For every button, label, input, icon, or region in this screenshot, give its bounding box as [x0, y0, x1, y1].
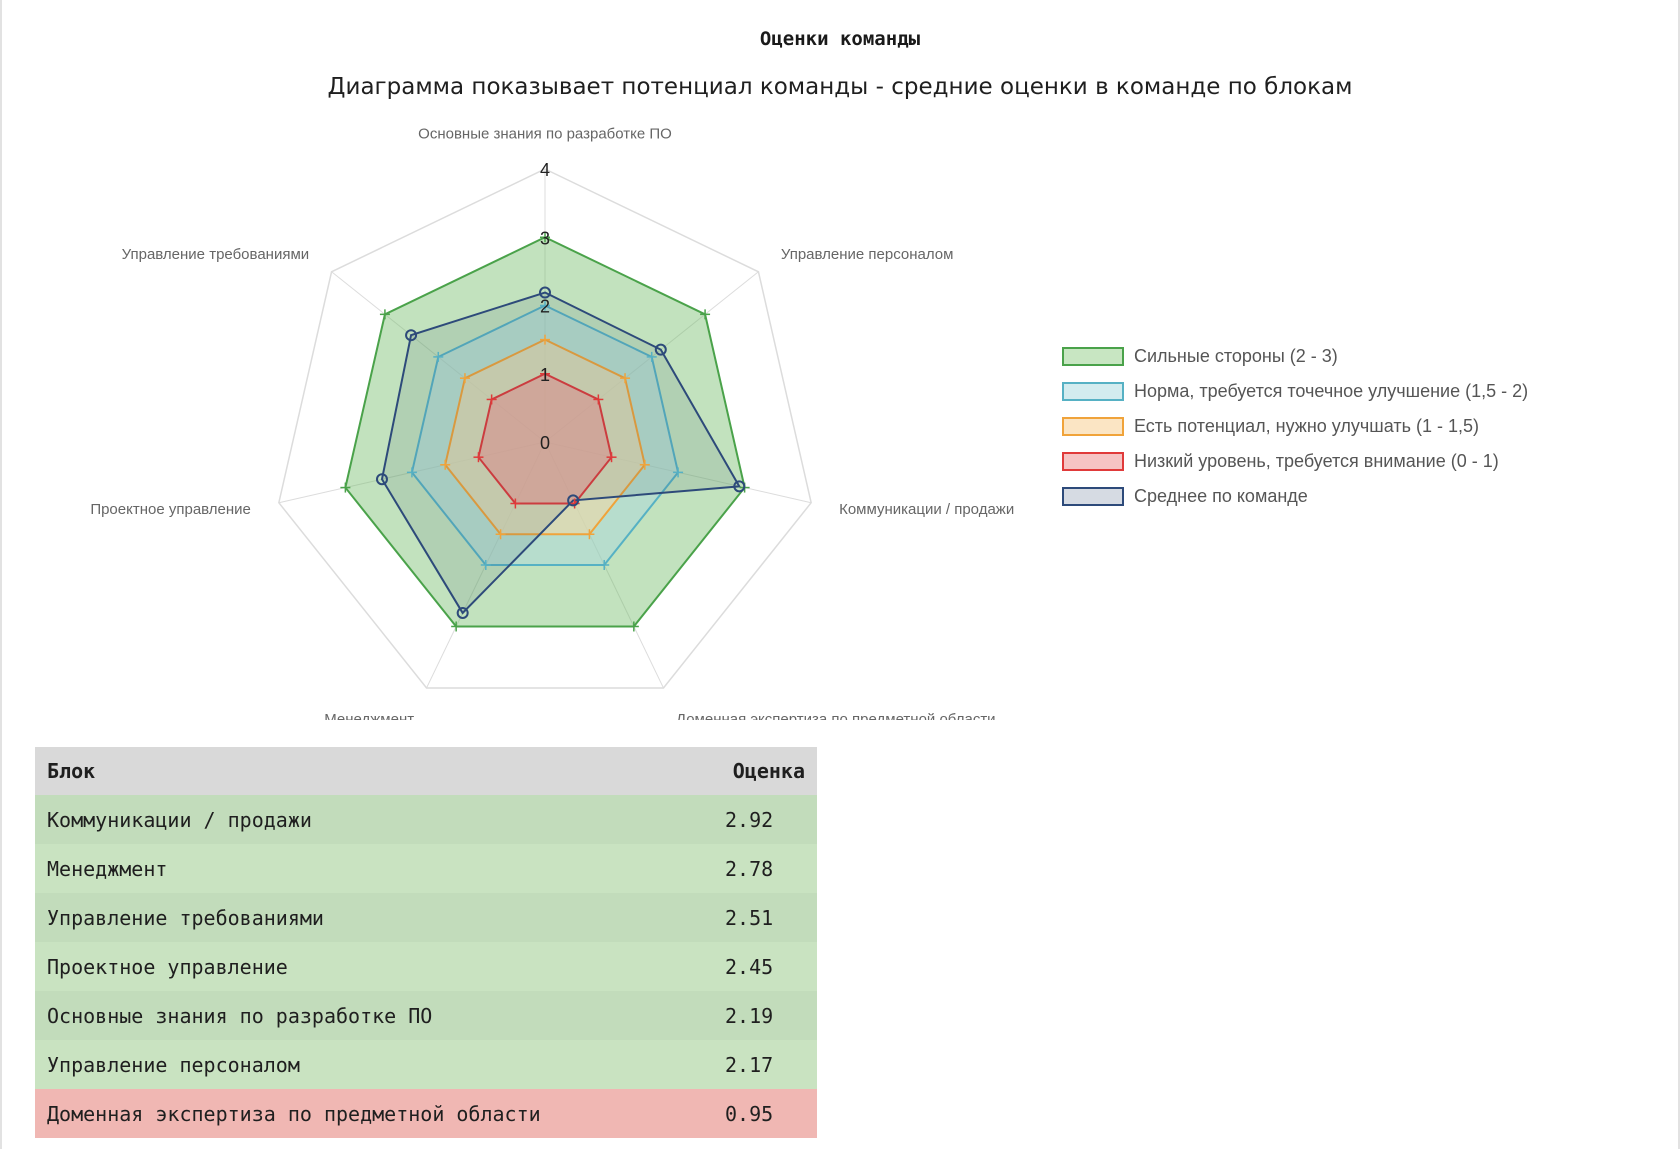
legend-item: Норма, требуется точечное улучшение (1,5… — [1062, 374, 1528, 409]
table-cell-block: Управление персоналом — [35, 1040, 713, 1089]
r-tick-label: 1 — [540, 365, 550, 385]
axis-label: Управление требованиями — [122, 246, 310, 263]
axis-label: Управление персоналом — [781, 246, 954, 263]
table-cell-block: Управление требованиями — [35, 893, 713, 942]
axis-label: Основные знания по разработке ПО — [418, 125, 672, 142]
table-cell-block: Основные знания по разработке ПО — [35, 991, 713, 1040]
table-row: Доменная экспертиза по предметной област… — [35, 1089, 817, 1138]
chart-legend: Сильные стороны (2 - 3) Норма, требуется … — [1062, 339, 1528, 514]
table-row: Менеджмент 2.78 — [35, 844, 817, 893]
legend-label: Есть потенциал, нужно улучшать (1 - 1,5) — [1134, 416, 1479, 437]
table-row: Управление требованиями 2.51 — [35, 893, 817, 942]
scores-table: Блок Оценка Коммуникации / продажи 2.92 Ме… — [35, 747, 817, 1138]
legend-swatch — [1062, 452, 1124, 471]
table-row: Управление персоналом 2.17 — [35, 1040, 817, 1089]
table-row: Основные знания по разработке ПО 2.19 — [35, 991, 817, 1040]
r-tick-label: 3 — [540, 228, 550, 248]
legend-item: Есть потенциал, нужно улучшать (1 - 1,5) — [1062, 409, 1528, 444]
table-row: Коммуникации / продажи 2.92 — [35, 795, 817, 844]
legend-swatch — [1062, 417, 1124, 436]
table-row: Проектное управление 2.45 — [35, 942, 817, 991]
table-cell-score: 2.92 — [713, 795, 817, 844]
legend-swatch — [1062, 382, 1124, 401]
legend-swatch — [1062, 487, 1124, 506]
header-block: Блок — [35, 747, 713, 795]
legend-label: Сильные стороны (2 - 3) — [1134, 346, 1338, 367]
table-cell-score: 2.19 — [713, 991, 817, 1040]
axis-label: Коммуникации / продажи — [839, 501, 1014, 518]
legend-item: Сильные стороны (2 - 3) — [1062, 339, 1528, 374]
table-cell-score: 0.95 — [713, 1089, 817, 1138]
r-tick-label: 4 — [540, 160, 550, 180]
table-cell-score: 2.78 — [713, 844, 817, 893]
chart-title: Оценки команды — [0, 28, 1680, 50]
legend-item: Среднее по команде — [1062, 479, 1528, 514]
axis-label: Доменная экспертиза по предметной област… — [676, 711, 996, 720]
table-cell-block: Доменная экспертиза по предметной област… — [35, 1089, 713, 1138]
legend-label: Среднее по команде — [1134, 486, 1308, 507]
header-score: Оценка — [713, 747, 817, 795]
table-cell-score: 2.17 — [713, 1040, 817, 1089]
axis-label: Проектное управление — [90, 501, 251, 518]
legend-item: Низкий уровень, требуется внимание (0 - … — [1062, 444, 1528, 479]
legend-swatch — [1062, 347, 1124, 366]
radar-chart: 0 1 2 3 4 Основные знания по разработке ПО Упр… — [0, 120, 1040, 720]
r-tick-label: 2 — [540, 297, 550, 317]
table-cell-score: 2.45 — [713, 942, 817, 991]
table-cell-score: 2.51 — [713, 893, 817, 942]
table-cell-block: Коммуникации / продажи — [35, 795, 713, 844]
chart-subtitle: Диаграмма показывает потенциал команды -… — [0, 74, 1680, 100]
legend-label: Низкий уровень, требуется внимание (0 - … — [1134, 451, 1499, 472]
axis-label: Менеджмент — [324, 711, 414, 720]
table-cell-block: Менеджмент — [35, 844, 713, 893]
table-cell-block: Проектное управление — [35, 942, 713, 991]
r-tick-label: 0 — [540, 433, 550, 453]
legend-label: Норма, требуется точечное улучшение (1,5… — [1134, 381, 1528, 402]
table-header-row: Блок Оценка — [35, 747, 817, 795]
